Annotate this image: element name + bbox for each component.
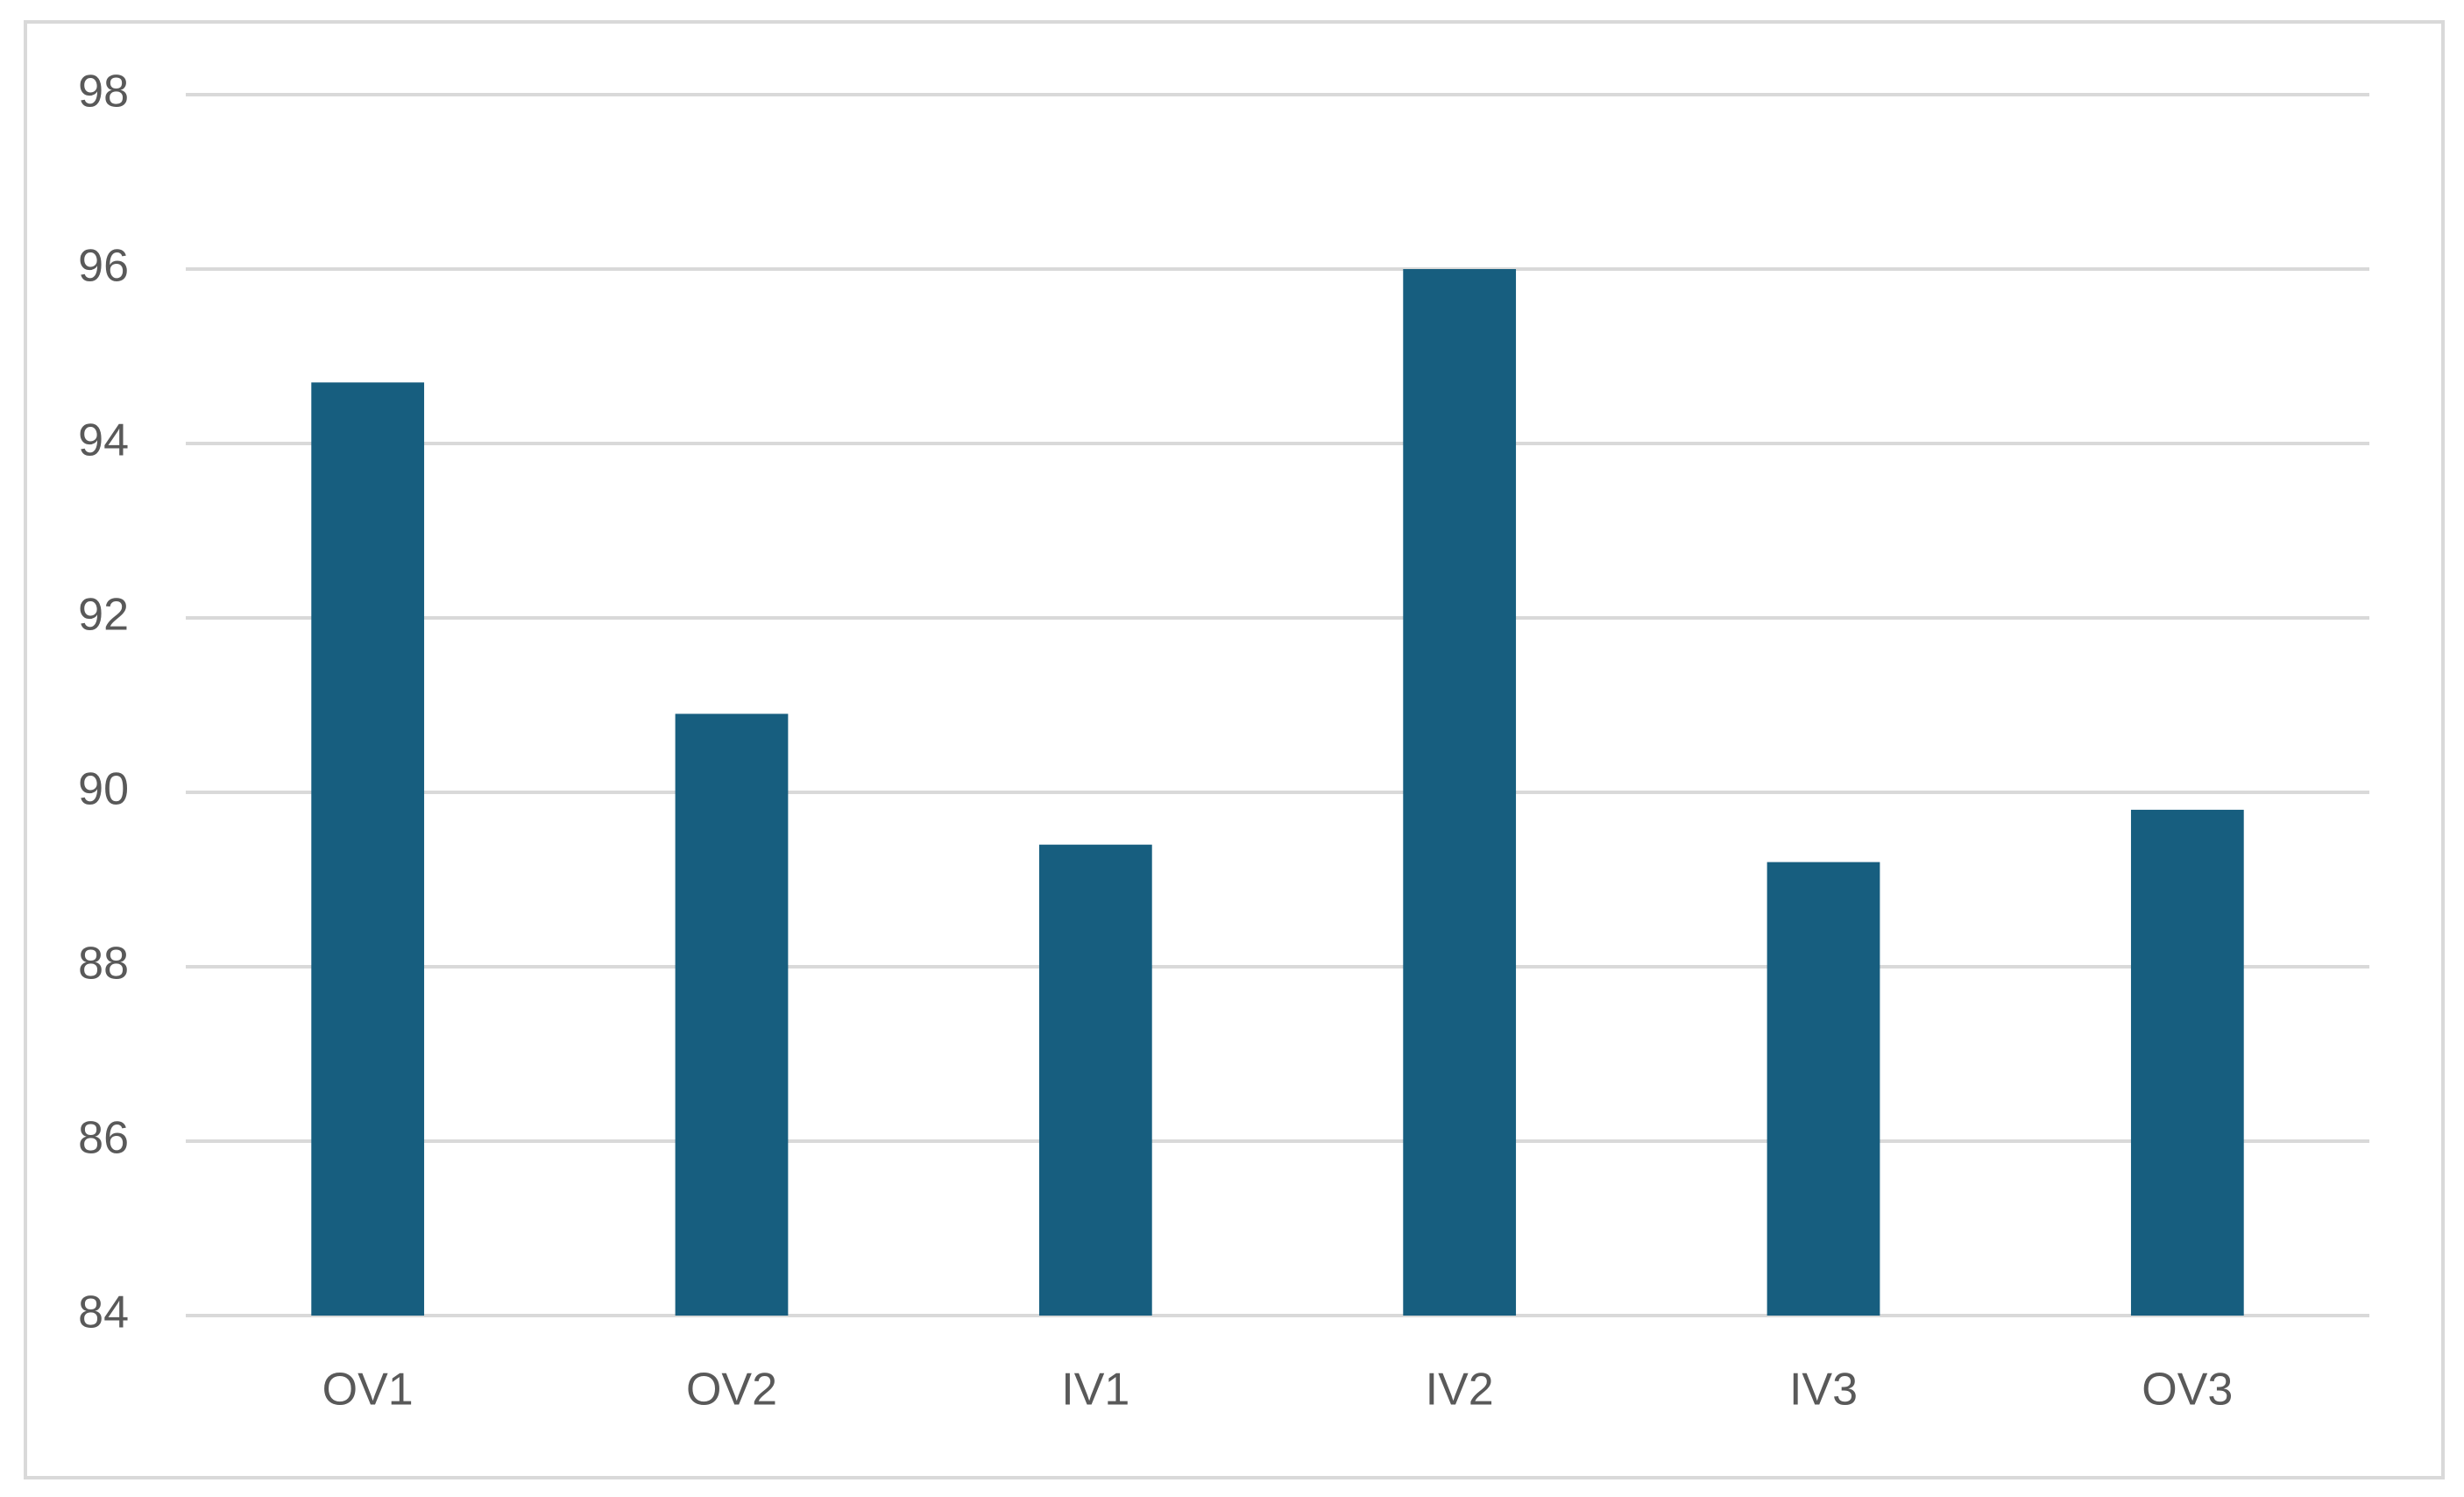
y-tick-label: 88 bbox=[78, 939, 129, 990]
y-tick-label: 84 bbox=[78, 1288, 129, 1338]
bar bbox=[2130, 809, 2244, 1316]
y-tick-label: 86 bbox=[78, 1113, 129, 1164]
y-tick-label: 94 bbox=[78, 415, 129, 466]
x-tick-label: OV1 bbox=[322, 1365, 414, 1415]
x-tick-label: IV3 bbox=[1789, 1365, 1858, 1415]
y-tick-label: 96 bbox=[78, 241, 129, 292]
x-tick-label: OV2 bbox=[686, 1365, 777, 1415]
y-tick-label: 98 bbox=[78, 67, 129, 117]
y-tick-label: 90 bbox=[78, 764, 129, 815]
y-tick-label: 92 bbox=[78, 590, 129, 641]
bar bbox=[1403, 269, 1517, 1316]
chart-frame bbox=[24, 20, 2445, 1479]
x-tick-label: IV2 bbox=[1426, 1365, 1494, 1415]
bar bbox=[675, 713, 789, 1316]
bar bbox=[311, 382, 425, 1316]
x-tick-label: OV3 bbox=[2142, 1365, 2233, 1415]
bar bbox=[1038, 844, 1152, 1316]
bar bbox=[1767, 862, 1880, 1316]
x-tick-label: IV1 bbox=[1061, 1365, 1129, 1415]
